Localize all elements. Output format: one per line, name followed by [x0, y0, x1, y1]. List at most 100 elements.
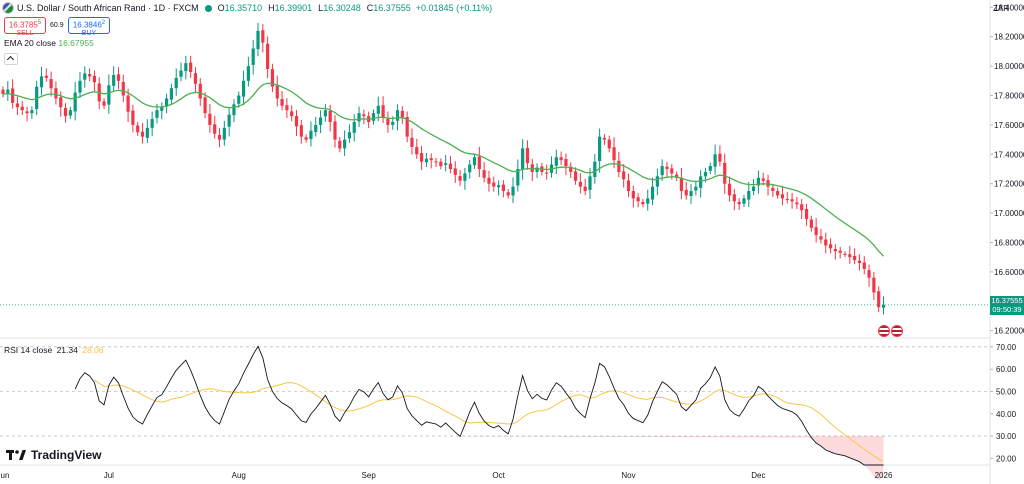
candle-body — [535, 167, 539, 172]
candle-body — [193, 73, 198, 84]
open-value: 16.35710 — [224, 3, 263, 13]
time-axis-label: Dec — [751, 471, 765, 480]
candle-body — [477, 156, 481, 169]
spread-value: 60.9 — [50, 22, 64, 29]
us-flag-event-icon[interactable] — [878, 325, 890, 337]
candle-body — [145, 127, 149, 138]
candle-body — [785, 198, 789, 200]
sell-price-sup: 5 — [37, 20, 42, 26]
candle-body — [838, 250, 842, 253]
candle-body — [708, 166, 712, 171]
candle-body — [174, 77, 178, 89]
candle-body — [593, 161, 597, 177]
open-label: O — [217, 3, 225, 13]
time-axis-label: Aug — [232, 471, 246, 480]
symbol-title[interactable]: U.S. Dollar / South African Rand · 1D · … — [17, 3, 199, 13]
candle-body — [463, 173, 467, 181]
candle-body — [790, 199, 794, 202]
high-label: H — [268, 3, 275, 13]
candle-body — [617, 160, 621, 172]
ema-20-line — [2, 82, 884, 257]
candle-body — [602, 137, 607, 140]
candle-body — [83, 73, 87, 80]
candle-body — [232, 104, 236, 116]
sell-price: 16.3785 — [8, 20, 38, 30]
candle-body — [670, 168, 674, 174]
sell-button[interactable]: 16.37855 SELL — [4, 17, 46, 37]
candle-body — [376, 105, 380, 114]
candle-body — [626, 180, 631, 192]
candle-body — [554, 157, 558, 166]
change-value: +0.01845 (+0.11%) — [415, 3, 493, 13]
candle-body — [482, 170, 486, 178]
candle-body — [155, 110, 159, 118]
candle-body — [607, 139, 611, 149]
candle-body — [63, 107, 68, 117]
buy-button[interactable]: 16.38462 BUY — [68, 17, 110, 37]
ema-legend-label: EMA 20 close — [4, 38, 56, 48]
price-tick-label: 18.00000 — [994, 62, 1024, 71]
candle-body — [343, 139, 347, 149]
usd-zar-flag-icon — [2, 2, 14, 14]
candle-body — [405, 116, 409, 137]
candle-body — [314, 124, 318, 132]
candle-body — [559, 157, 563, 161]
candle-body — [828, 244, 833, 249]
candle-body — [573, 171, 578, 181]
candle-body — [116, 74, 121, 81]
close-value: 16.37555 — [373, 3, 411, 13]
candle-body — [121, 82, 125, 96]
ema-legend[interactable]: EMA 20 close 16.67955 — [4, 38, 94, 48]
tradingview-logo[interactable]: TradingView — [6, 448, 101, 462]
collapse-legend-button[interactable] — [4, 53, 18, 65]
candle-body — [506, 192, 510, 196]
price-tick-label: 17.40000 — [994, 150, 1024, 159]
candle-body — [294, 116, 299, 127]
candle-body — [208, 113, 212, 125]
candle-body — [189, 62, 193, 73]
candle-body — [703, 171, 708, 177]
candle-body — [761, 178, 765, 181]
price-tick-label: 17.20000 — [994, 180, 1024, 189]
candle-body — [198, 83, 202, 99]
candle-body — [867, 270, 871, 278]
price-tick-label: 18.40000 — [994, 3, 1024, 12]
candle-body — [448, 163, 453, 169]
candle-body — [131, 110, 135, 125]
candle-body — [102, 101, 106, 106]
chart-header: U.S. Dollar / South African Rand · 1D · … — [0, 0, 492, 16]
rsi-ma-legend-value: 28.06 — [82, 345, 104, 355]
candle-body — [429, 158, 433, 161]
candle-body — [78, 80, 82, 93]
candle-body — [299, 125, 303, 137]
candle-body — [371, 113, 376, 121]
candle-body — [256, 30, 260, 50]
candle-body — [521, 148, 525, 170]
candle-body — [795, 202, 799, 205]
close-label: C — [366, 3, 374, 13]
candle-body — [468, 164, 472, 173]
us-flag-event-icon[interactable] — [891, 325, 903, 337]
last-price-badge: 16.37555 09:50:39 — [990, 296, 1024, 315]
candle-body — [857, 260, 862, 264]
candle-body — [877, 291, 881, 308]
candle-body — [160, 107, 164, 111]
candle-body — [415, 146, 419, 155]
rsi-legend[interactable]: RSI 14 close 21.34 28.06 — [4, 345, 104, 355]
market-status-dot-icon — [204, 4, 212, 12]
candle-body — [424, 158, 429, 163]
candle-body — [92, 75, 97, 83]
rsi-tick-label: 50.00 — [996, 387, 1017, 396]
candle-body — [853, 255, 857, 261]
candle-body — [564, 159, 568, 167]
candle-body — [646, 198, 650, 204]
candle-body — [150, 119, 154, 128]
candle-body — [588, 176, 592, 190]
candle-body — [650, 186, 655, 200]
event-flags[interactable] — [878, 325, 903, 337]
candle-body — [395, 110, 400, 121]
candle-body — [804, 208, 809, 219]
candle-body — [73, 92, 77, 112]
candle-body — [655, 176, 659, 187]
